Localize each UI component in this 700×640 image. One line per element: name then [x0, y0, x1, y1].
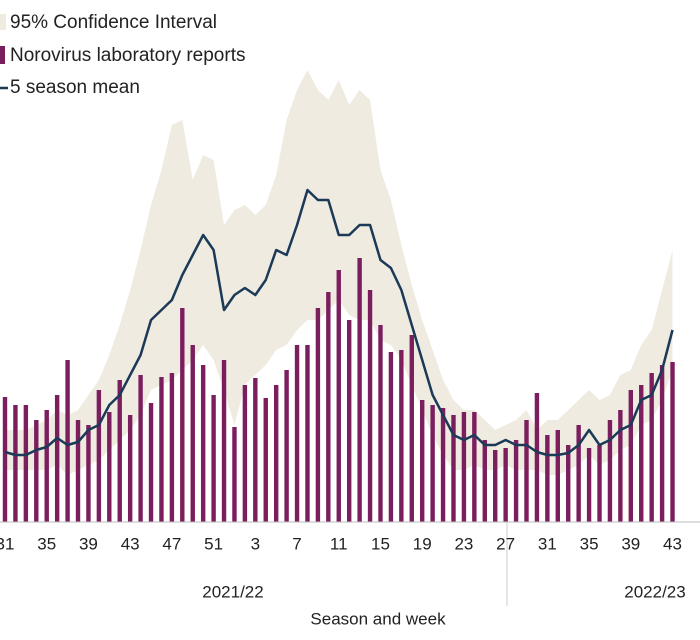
x-tick-label: 35 [37, 534, 56, 553]
bar [576, 425, 581, 522]
bar [524, 420, 529, 522]
x-tick-label: 51 [204, 534, 223, 553]
bar [388, 352, 394, 522]
x-tick-label: 11 [330, 534, 348, 553]
legend-label: Norovirus laboratory reports [10, 45, 245, 66]
bar [461, 412, 467, 522]
bar [430, 405, 435, 522]
bar [23, 405, 29, 522]
bar [86, 425, 91, 522]
bar [326, 292, 331, 522]
bar [221, 360, 227, 522]
bar [75, 420, 81, 522]
bar [127, 415, 133, 522]
bar [607, 420, 613, 522]
x-tick-label: 27 [496, 534, 515, 553]
bar [54, 395, 60, 522]
bar [138, 375, 143, 522]
bar [190, 345, 195, 522]
bar [399, 350, 404, 522]
bar [107, 412, 112, 522]
bar [263, 398, 268, 522]
legend-swatch [0, 46, 5, 64]
bar [493, 450, 498, 522]
bar [566, 445, 571, 522]
bar [180, 308, 185, 522]
bar [597, 445, 602, 522]
bar [2, 397, 8, 522]
bar [367, 290, 373, 522]
x-tick-label: 47 [162, 534, 181, 553]
bar [305, 345, 310, 522]
x-tick-label: 35 [580, 534, 599, 553]
bar [159, 377, 164, 522]
bar [545, 435, 550, 522]
bar [628, 390, 633, 522]
bar [294, 345, 300, 522]
bar [200, 365, 206, 522]
x-tick-label: 31 [538, 534, 557, 553]
bar [44, 410, 49, 522]
bar [148, 403, 154, 522]
bar [472, 412, 477, 522]
bar [315, 308, 321, 522]
bar [670, 362, 675, 522]
x-tick-label: 19 [413, 534, 432, 553]
plot-area [2, 70, 675, 522]
x-tick-label: 15 [371, 534, 390, 553]
x-tick-label: 39 [621, 534, 640, 553]
bar [284, 370, 289, 522]
bar [96, 390, 102, 522]
bar [378, 325, 383, 522]
x-tick-label: 31 [0, 534, 14, 553]
bar [639, 385, 644, 522]
season-label: 2021/22 [202, 582, 263, 601]
bar [211, 395, 216, 522]
bar [513, 440, 519, 522]
bar [34, 420, 39, 522]
x-tick-label: 39 [79, 534, 98, 553]
bar [649, 373, 654, 522]
mean-line [4, 188, 674, 457]
bar [336, 270, 341, 522]
legend-swatch [0, 14, 6, 30]
x-tick-label: 43 [121, 534, 140, 553]
bar [357, 258, 362, 522]
bar [503, 448, 508, 522]
season-label: 2022/23 [624, 582, 685, 601]
bar [482, 440, 487, 522]
bar [659, 365, 665, 522]
bar [618, 410, 623, 522]
bar [586, 448, 592, 522]
bar [117, 380, 122, 522]
x-tick-label: 43 [663, 534, 682, 553]
bar [346, 320, 352, 522]
legend-label: 5 season mean [10, 77, 140, 98]
bar [409, 335, 414, 522]
bar [232, 427, 237, 522]
legend-label: 95% Confidence Interval [10, 12, 217, 33]
bar [420, 400, 425, 522]
bar [451, 415, 456, 522]
bar [555, 430, 560, 522]
bar [273, 385, 279, 522]
bar [253, 378, 258, 522]
x-tick-label: 23 [454, 534, 473, 553]
bar [65, 360, 70, 522]
bar [440, 408, 446, 522]
bar [13, 405, 18, 522]
x-tick-label: 7 [292, 534, 301, 553]
bar [534, 393, 540, 522]
x-tick-label: 3 [251, 534, 260, 553]
x-axis-title: Season and week [310, 609, 446, 628]
bar [242, 385, 248, 522]
bar [169, 373, 175, 522]
